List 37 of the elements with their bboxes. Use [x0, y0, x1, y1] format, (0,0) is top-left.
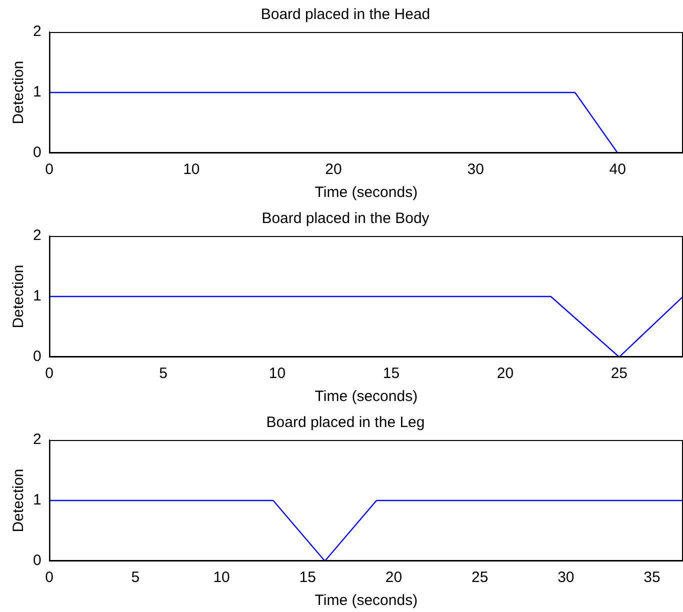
x-tick-label: 5 — [131, 569, 140, 586]
x-tick-label: 20 — [496, 365, 514, 382]
x-tick-label: 20 — [385, 569, 402, 586]
y-axis-title: Detection — [10, 60, 28, 124]
y-tick-label: 2 — [33, 431, 42, 448]
x-tick-label: 15 — [299, 569, 316, 586]
x-tick-label: 30 — [558, 569, 574, 586]
chart-title: Board placed in the Leg — [266, 414, 425, 432]
y-axis-title: Detection — [10, 264, 28, 328]
x-axis-title: Time (seconds) — [314, 592, 418, 610]
x-tick-label: 25 — [471, 569, 488, 586]
x-tick-label: 30 — [467, 161, 484, 178]
y-tick-label: 0 — [33, 348, 42, 366]
y-tick-label: 1 — [33, 492, 42, 509]
x-axis-title: Time (seconds) — [314, 184, 418, 202]
chart-title: Board placed in the Body — [262, 210, 430, 228]
x-tick-label: 25 — [610, 365, 628, 382]
y-tick-label: 0 — [33, 552, 42, 570]
y-tick-label: 2 — [33, 23, 42, 40]
x-tick-label: 10 — [183, 161, 200, 178]
x-tick-label: 10 — [268, 365, 286, 382]
x-tick-label: 40 — [609, 161, 626, 178]
x-tick-label: 20 — [325, 161, 342, 178]
y-tick-label: 1 — [33, 288, 42, 305]
y-tick-label: 1 — [33, 84, 42, 101]
x-tick-label: 10 — [213, 569, 230, 586]
x-tick-label: 0 — [45, 365, 54, 382]
x-tick-label: 35 — [644, 569, 660, 586]
x-tick-label: 15 — [382, 365, 400, 382]
chart-title: Board placed in the Head — [260, 6, 430, 24]
x-tick-label: 0 — [45, 569, 54, 586]
y-axis-title: Detection — [10, 468, 28, 532]
x-tick-label: 5 — [159, 365, 168, 382]
y-tick-label: 2 — [33, 227, 42, 244]
x-tick-label: 0 — [45, 161, 54, 178]
x-axis-title: Time (seconds) — [314, 388, 418, 406]
y-tick-label: 0 — [33, 144, 42, 162]
